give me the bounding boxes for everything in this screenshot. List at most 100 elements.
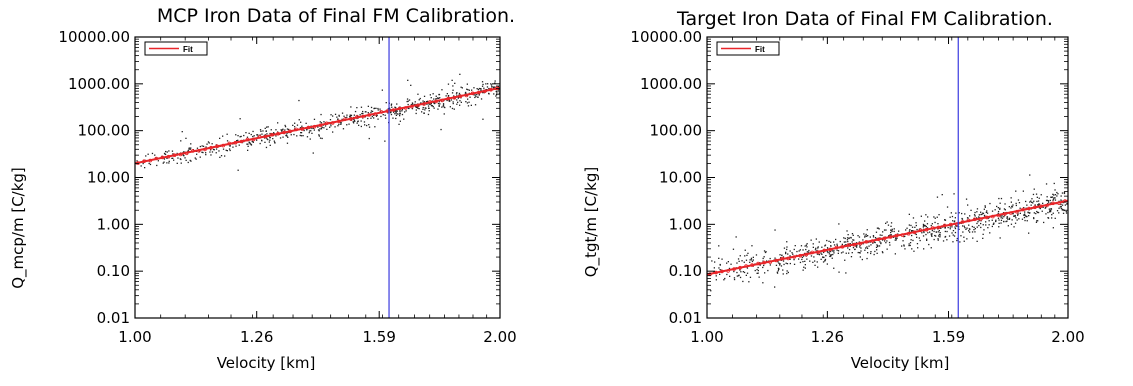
fit-marker xyxy=(828,247,833,252)
data-point xyxy=(442,104,445,106)
data-point xyxy=(806,246,808,248)
data-point xyxy=(236,140,238,142)
data-point xyxy=(453,95,455,97)
data-point xyxy=(286,132,288,134)
data-point xyxy=(349,114,351,116)
data-point xyxy=(924,220,926,222)
fit-marker xyxy=(972,217,977,222)
data-point xyxy=(337,118,339,120)
fit-marker xyxy=(750,263,754,267)
data-point xyxy=(779,264,781,266)
data-point xyxy=(974,228,976,230)
data-point xyxy=(212,148,215,151)
fit-marker xyxy=(464,93,469,98)
data-point xyxy=(845,252,847,254)
data-point xyxy=(998,219,1000,221)
data-point xyxy=(376,114,378,116)
data-point xyxy=(1022,190,1024,192)
data-point xyxy=(817,253,819,255)
data-point xyxy=(881,251,884,253)
fit-series xyxy=(134,86,501,165)
data-point xyxy=(804,260,806,262)
data-point xyxy=(323,121,325,123)
data-point xyxy=(830,245,832,247)
data-point xyxy=(910,239,912,241)
data-point xyxy=(308,130,311,132)
data-point xyxy=(390,110,392,113)
data-point xyxy=(856,244,858,247)
data-point xyxy=(890,234,892,236)
data-point xyxy=(752,259,754,261)
data-point xyxy=(984,206,986,208)
data-point xyxy=(767,269,769,272)
data-point xyxy=(1010,223,1013,225)
data-point xyxy=(923,248,925,250)
data-point xyxy=(269,136,271,139)
data-point xyxy=(1015,202,1017,205)
y-axis-label: Q_mcp/m [C/kg] xyxy=(9,167,28,289)
data-point xyxy=(1051,196,1053,198)
data-point xyxy=(890,222,893,224)
data-point xyxy=(711,260,713,262)
data-point xyxy=(802,255,805,257)
data-point xyxy=(971,225,973,228)
data-point xyxy=(878,245,881,247)
data-point xyxy=(838,223,840,225)
data-point xyxy=(1031,201,1033,203)
data-point xyxy=(828,253,831,255)
data-point xyxy=(395,110,398,112)
data-point xyxy=(914,226,916,228)
data-point xyxy=(334,126,336,128)
data-point xyxy=(889,234,891,236)
data-point xyxy=(951,232,953,234)
data-point xyxy=(956,239,958,242)
data-point xyxy=(733,270,735,273)
data-point xyxy=(1037,220,1039,222)
data-point xyxy=(438,105,440,107)
data-point xyxy=(833,241,835,243)
data-point xyxy=(202,151,204,154)
data-point xyxy=(423,112,425,114)
data-point xyxy=(840,252,843,254)
data-point xyxy=(949,226,951,228)
data-point xyxy=(982,212,984,214)
data-point xyxy=(923,230,925,233)
data-point xyxy=(832,253,834,256)
data-point xyxy=(310,130,312,132)
data-point xyxy=(1054,194,1057,196)
data-point xyxy=(777,261,779,263)
data-point xyxy=(401,108,404,111)
data-point xyxy=(1054,197,1056,199)
data-point xyxy=(956,237,958,240)
data-point xyxy=(963,240,965,242)
data-point xyxy=(478,94,480,96)
data-point xyxy=(156,164,158,167)
data-point xyxy=(408,99,411,101)
data-point xyxy=(418,105,420,107)
data-point xyxy=(356,107,358,109)
data-point xyxy=(856,246,858,248)
data-point xyxy=(252,141,254,143)
data-point xyxy=(390,111,392,114)
data-point xyxy=(880,242,882,244)
data-point xyxy=(398,113,400,115)
data-point xyxy=(261,139,263,141)
data-point xyxy=(1053,194,1055,196)
data-point xyxy=(279,137,282,139)
fit-marker xyxy=(361,114,365,119)
data-point xyxy=(757,266,759,269)
data-point xyxy=(1054,199,1057,201)
data-point xyxy=(332,131,334,133)
data-point xyxy=(1024,214,1026,216)
data-point xyxy=(872,242,874,244)
data-point xyxy=(422,100,424,102)
data-point xyxy=(908,243,910,245)
data-point xyxy=(371,115,373,118)
data-point xyxy=(180,140,182,142)
data-point xyxy=(451,92,454,94)
data-point xyxy=(385,102,387,104)
data-point xyxy=(447,83,450,85)
data-point xyxy=(362,112,364,115)
data-point xyxy=(973,217,975,220)
fit-marker xyxy=(924,227,929,232)
